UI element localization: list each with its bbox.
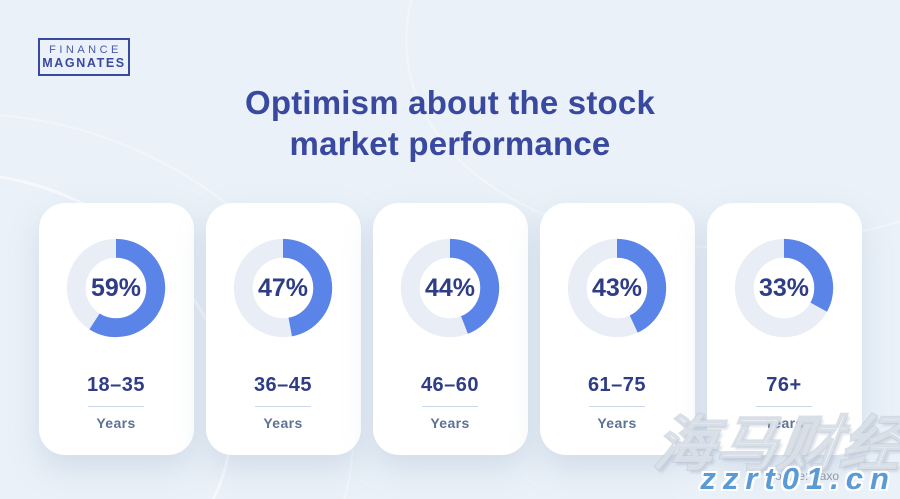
- label-divider: [756, 406, 812, 407]
- percent-value: 43%: [591, 273, 643, 302]
- age-range-label: 76+: [766, 374, 802, 396]
- age-group-card-61-75: 43% 61–75 Years: [539, 203, 695, 455]
- donut-ring-icon: [734, 238, 834, 338]
- page-title-line2: market performance: [289, 125, 611, 162]
- donut-chart: 59%: [64, 236, 168, 340]
- years-label: Years: [430, 415, 470, 431]
- donut-ring-icon: [66, 238, 166, 338]
- percent-value: 47%: [257, 273, 309, 302]
- years-label: Years: [96, 415, 136, 431]
- age-range-label: 61–75: [587, 374, 647, 396]
- percent-value: 59%: [90, 273, 142, 302]
- donut-ring-icon: [233, 238, 333, 338]
- page-title: Optimism about the stock market performan…: [0, 82, 900, 164]
- years-label: Years: [764, 415, 804, 431]
- donut-ring-icon: [400, 238, 500, 338]
- percent-value: 44%: [424, 273, 476, 302]
- brand-logo-line2: MAGNATES: [42, 56, 126, 70]
- age-range-label: 36–45: [253, 374, 313, 396]
- age-range-label: 18–35: [86, 374, 146, 396]
- label-divider: [255, 406, 311, 407]
- donut-chart: 47%: [231, 236, 335, 340]
- age-group-cards: 59% 18–35 Years 47% 36–45 Years: [0, 203, 900, 455]
- percent-value: 33%: [758, 273, 810, 302]
- brand-logo-line1: FINANCE: [49, 44, 122, 56]
- source-credit: Source: Saxo: [766, 469, 840, 483]
- age-group-card-36-45: 47% 36–45 Years: [205, 203, 361, 455]
- donut-chart: 43%: [565, 236, 669, 340]
- age-group-card-76plus: 33% 76+ Years: [706, 203, 862, 455]
- watermark-url-text: zzrt01.cn: [700, 461, 896, 496]
- label-divider: [422, 406, 478, 407]
- age-group-card-18-35: 59% 18–35 Years: [38, 203, 194, 455]
- years-label: Years: [597, 415, 637, 431]
- age-range-label: 46–60: [420, 374, 480, 396]
- label-divider: [589, 406, 645, 407]
- years-label: Years: [263, 415, 303, 431]
- donut-chart: 33%: [732, 236, 836, 340]
- page-title-line1: Optimism about the stock: [244, 84, 656, 121]
- label-divider: [88, 406, 144, 407]
- donut-chart: 44%: [398, 236, 502, 340]
- donut-ring-icon: [567, 238, 667, 338]
- age-group-card-46-60: 44% 46–60 Years: [372, 203, 528, 455]
- brand-logo: FINANCE MAGNATES: [38, 38, 130, 76]
